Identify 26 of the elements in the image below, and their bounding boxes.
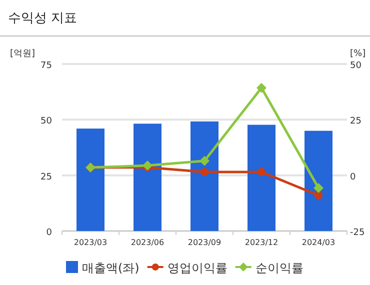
y2-tick-label: 25 <box>350 116 362 127</box>
point <box>314 183 324 194</box>
x-tick-label: 2023/06 <box>130 238 164 247</box>
y2-axis-title: [%] <box>350 49 366 59</box>
y-tick-label: 0 <box>46 228 52 238</box>
chart-title: 수익성 지표 <box>8 11 78 26</box>
x-tick-label: 2023/12 <box>244 238 278 247</box>
point <box>256 82 266 93</box>
y-tick-label: 50 <box>40 116 52 127</box>
x-tick-label: 2024/03 <box>302 238 336 247</box>
point <box>142 160 152 171</box>
legend-label: 영업이익률 <box>167 261 228 275</box>
y-axis-title: [억원] <box>10 49 36 59</box>
legend-label: 매출액(좌) <box>82 261 140 275</box>
y-tick-label: 25 <box>40 172 52 182</box>
y2-tick-label: -25 <box>350 228 365 238</box>
x-tick-label: 2023/03 <box>74 238 108 247</box>
y2-tick-label: 50 <box>350 61 362 71</box>
x-tick-label: 2023/09 <box>188 238 222 247</box>
y2-tick-label: 0 <box>350 172 356 182</box>
legend-label: 순이익률 <box>255 261 304 275</box>
point <box>258 168 266 176</box>
point <box>200 156 210 166</box>
point <box>314 191 322 200</box>
y-tick-label: 75 <box>40 61 52 71</box>
point <box>200 168 208 176</box>
